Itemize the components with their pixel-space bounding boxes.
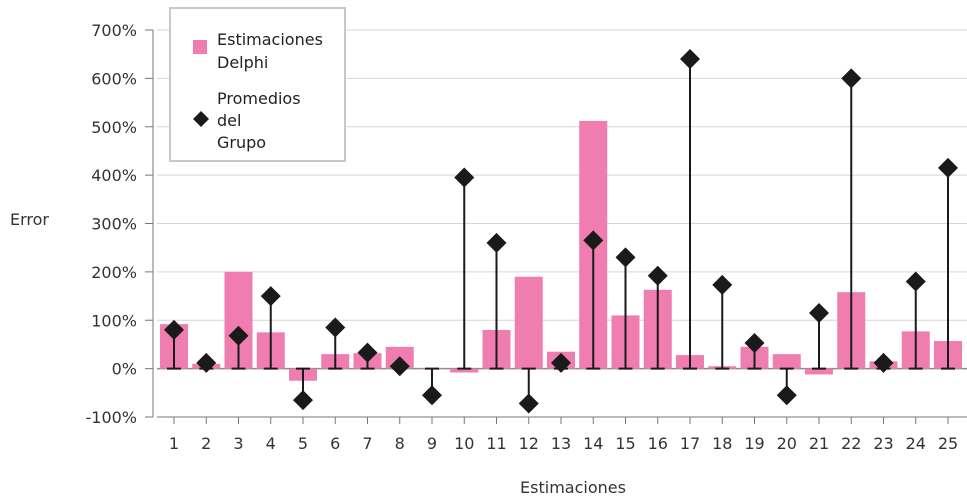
legend-swatch-bar xyxy=(193,40,207,54)
legend: Estimaciones Delphi Promedios del Grupo xyxy=(169,7,346,162)
legend-label-diamond-line3: Grupo xyxy=(217,133,266,152)
x-tick-label: 13 xyxy=(551,434,571,453)
x-tick-label: 22 xyxy=(841,434,861,453)
y-tick-label: 500% xyxy=(91,118,137,137)
x-tick-label: 5 xyxy=(298,434,308,453)
x-tick-label: 14 xyxy=(583,434,603,453)
bar xyxy=(805,368,833,375)
x-tick-label: 1 xyxy=(169,434,179,453)
diamond-marker xyxy=(776,385,797,406)
stem-series xyxy=(164,49,958,414)
diamond-marker xyxy=(841,68,862,89)
x-tick-label: 12 xyxy=(519,434,539,453)
bar xyxy=(772,354,801,369)
diamond-marker xyxy=(938,157,958,178)
diamond-marker xyxy=(873,352,894,373)
diamond-marker xyxy=(486,232,507,253)
x-tick-label: 7 xyxy=(362,434,372,453)
diamond-marker xyxy=(293,390,313,411)
diamond-marker xyxy=(551,352,571,373)
diamond-marker xyxy=(164,319,184,340)
y-tick-label: 200% xyxy=(91,263,137,282)
x-tick-label: 15 xyxy=(615,434,635,453)
y-tick-label: 0% xyxy=(112,360,137,379)
y-tick-label: 100% xyxy=(91,311,137,330)
diamond-marker xyxy=(454,167,475,188)
legend-label-bar-line1: Estimaciones xyxy=(217,30,323,49)
diamond-marker xyxy=(615,247,636,268)
diamond-marker xyxy=(809,302,829,323)
x-tick-label: 24 xyxy=(906,434,926,453)
x-tick-label: 23 xyxy=(873,434,893,453)
x-tick-label: 18 xyxy=(712,434,732,453)
legend-swatch-diamond xyxy=(193,111,209,127)
diamond-marker xyxy=(325,317,346,338)
x-tick-label: 6 xyxy=(330,434,340,453)
diamond-marker xyxy=(422,385,442,406)
x-tick-label: 17 xyxy=(680,434,700,453)
x-tick-label: 19 xyxy=(744,434,764,453)
diamond-marker xyxy=(905,271,926,292)
diamond-marker xyxy=(228,325,249,346)
x-tick-label: 20 xyxy=(777,434,797,453)
y-tick-label: 700% xyxy=(91,21,137,40)
diamond-marker xyxy=(196,352,217,373)
x-tick-label: 9 xyxy=(427,434,437,453)
y-axis-label: Error xyxy=(10,210,49,229)
x-tick-label: 16 xyxy=(648,434,668,453)
axes: -100%0%100%200%300%400%500%600%700%1 2 3 4 5… xyxy=(85,21,967,453)
x-tick-label: 8 xyxy=(395,434,405,453)
x-tick-label: 2 xyxy=(201,434,211,453)
x-axis-label: Estimaciones xyxy=(520,478,626,497)
x-tick-label: 10 xyxy=(454,434,474,453)
bar xyxy=(514,276,543,369)
x-tick-label: 21 xyxy=(809,434,829,453)
x-tick-label: 11 xyxy=(486,434,506,453)
y-tick-label: 600% xyxy=(91,69,137,88)
diamond-marker xyxy=(260,286,281,307)
diamond-marker xyxy=(389,356,410,377)
diamond-marker xyxy=(744,332,765,353)
diamond-marker xyxy=(357,342,378,363)
diamond-marker xyxy=(518,393,539,414)
y-tick-label: -100% xyxy=(85,408,137,427)
legend-label-diamond-line1: Promedios xyxy=(217,89,301,108)
x-tick-label: 25 xyxy=(938,434,958,453)
x-tick-label: 4 xyxy=(266,434,276,453)
legend-label-bar-line2: Delphi xyxy=(217,53,268,72)
legend-label-diamond-line2: del xyxy=(217,111,241,130)
legend-box xyxy=(169,7,346,162)
bar xyxy=(450,368,479,373)
diamond-marker xyxy=(712,274,733,295)
x-tick-label: 3 xyxy=(233,434,243,453)
diamond-marker xyxy=(583,230,604,251)
diamond-marker xyxy=(647,265,668,286)
y-tick-label: 300% xyxy=(91,215,137,234)
diamond-marker xyxy=(680,49,700,70)
y-tick-label: 400% xyxy=(91,166,137,185)
